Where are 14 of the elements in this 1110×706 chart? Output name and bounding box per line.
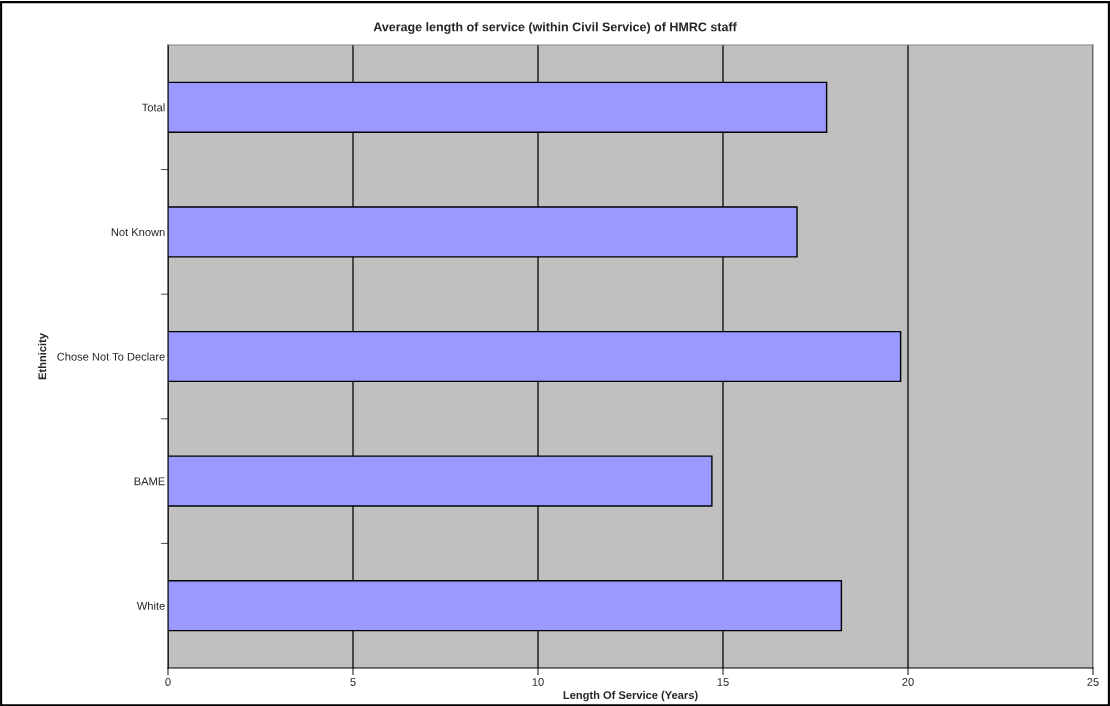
x-tick-label: 15 xyxy=(717,678,729,686)
x-tick-label: 5 xyxy=(350,678,356,686)
x-tick-label: 25 xyxy=(1087,678,1099,686)
x-tick-label: 20 xyxy=(902,678,914,686)
y-tick-label: BAME xyxy=(134,477,165,486)
y-tick-label: Total xyxy=(142,103,165,112)
y-tick-label: White xyxy=(136,601,165,610)
x-tick-label: 0 xyxy=(165,678,171,686)
x-axis-title: Length Of Service (Years) xyxy=(563,690,698,702)
y-tick-label: Not Known xyxy=(111,228,165,237)
chart-title: Average length of service (within Civil Service) of HMRC staff xyxy=(373,22,737,34)
y-tick-label: Chose Not To Declare xyxy=(57,352,165,361)
y-axis-title: Ethnicity xyxy=(38,333,49,380)
x-tick-label: 10 xyxy=(532,678,544,686)
